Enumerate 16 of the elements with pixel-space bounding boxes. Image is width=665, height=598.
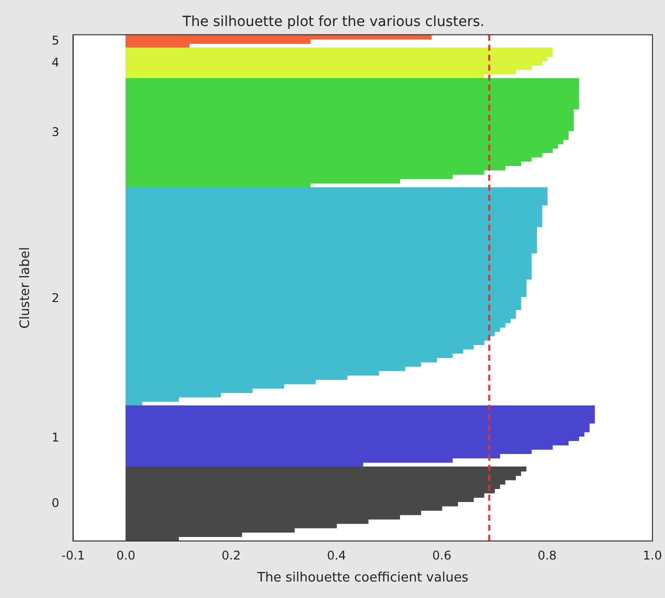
x-tick-label: -0.1 [62,548,85,562]
y-tick-label: 0 [52,496,60,510]
y-tick-label: 2 [52,290,60,305]
y-tick-label: 5 [52,33,60,48]
x-tick-label: 0.0 [116,548,136,562]
y-tick-label: 3 [52,125,60,140]
x-tick-label: 0.6 [432,548,452,562]
y-axis-title: Cluster label [18,247,34,329]
x-tick-label: 0.8 [538,548,557,562]
x-axis-title: The silhouette coefficient values [256,570,469,586]
x-tick-label: 0.2 [222,548,241,562]
x-tick-label: 0.4 [326,548,346,562]
x-tick-label: 1.0 [642,548,662,562]
y-tick-label: 1 [52,430,60,445]
y-tick-label: 4 [52,55,60,70]
chart-title: The silhouette plot for the various clusters. [182,14,484,30]
